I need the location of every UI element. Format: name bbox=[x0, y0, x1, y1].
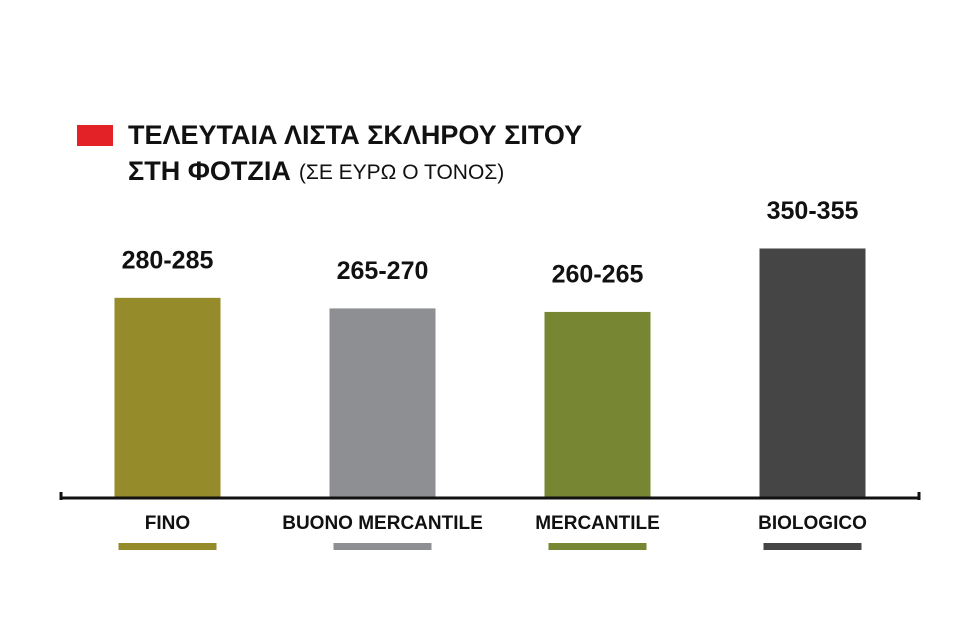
value-label: 350-355 bbox=[767, 197, 859, 225]
chart-title-line: ΣΤΗ ΦΟΤΖΙΑ (ΣΕ ΕΥΡΩ Ο ΤΟΝΟΣ) bbox=[128, 156, 504, 186]
x-tick-label: BUONO MERCANTILE bbox=[282, 513, 483, 534]
x-tick-label: BIOLOGICO bbox=[758, 513, 867, 534]
axis bbox=[59, 492, 921, 500]
x-tick-label: MERCANTILE bbox=[535, 513, 660, 534]
value-label: 280-285 bbox=[122, 246, 214, 274]
chart-subtitle: (ΣΕ ΕΥΡΩ Ο ΤΟΝΟΣ) bbox=[299, 161, 504, 184]
category-swatch bbox=[548, 543, 647, 550]
bar bbox=[114, 297, 221, 497]
category-swatch bbox=[333, 543, 432, 550]
value-label: 265-270 bbox=[337, 257, 429, 285]
chart-title: ΣΤΗ ΦΟΤΖΙΑ bbox=[128, 156, 291, 186]
value-label: 260-265 bbox=[552, 261, 644, 289]
bar bbox=[759, 248, 866, 497]
chart-title: ΤΕΛΕΥΤΑΙΑ ΛΙΣΤΑ ΣΚΛΗΡΟΥ ΣΙΤΟΥ bbox=[128, 120, 582, 150]
category-swatch bbox=[763, 543, 862, 550]
x-tick-label: FINO bbox=[145, 513, 190, 534]
category-swatch bbox=[118, 543, 217, 550]
bar bbox=[329, 308, 436, 497]
title-marker bbox=[77, 125, 113, 146]
bar bbox=[544, 311, 651, 497]
